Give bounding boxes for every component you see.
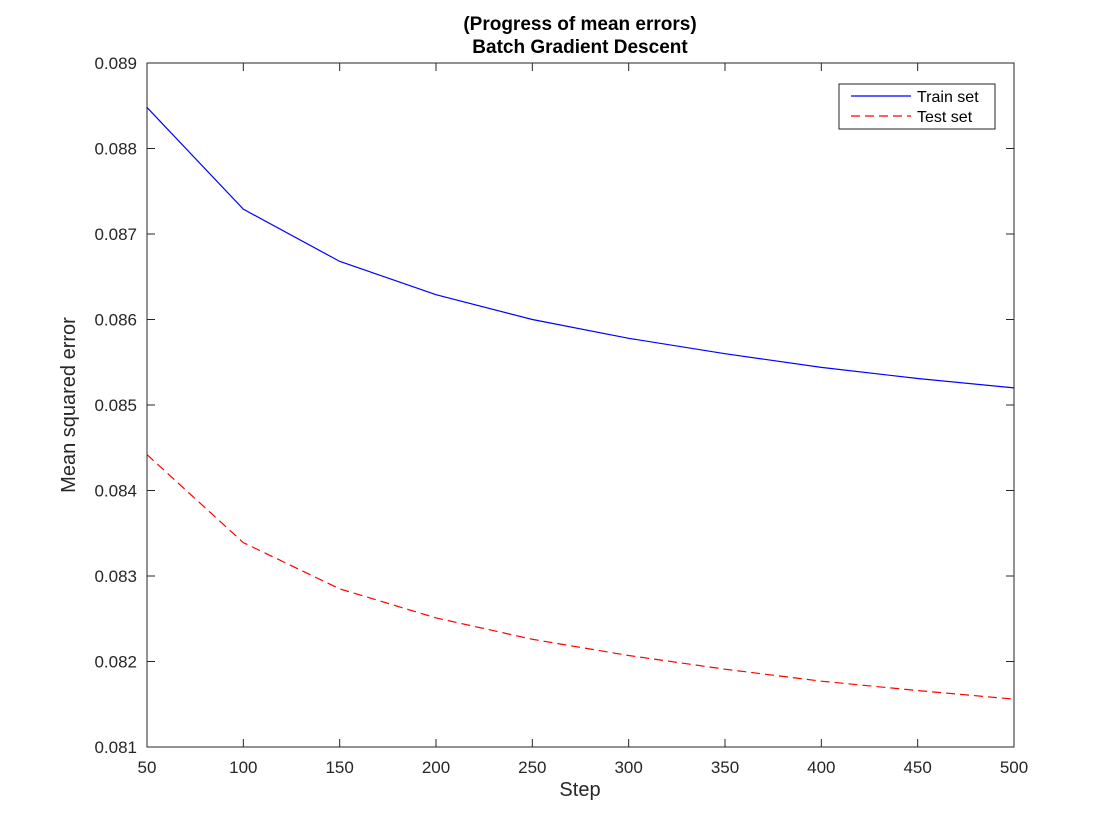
x-tick-label: 400 <box>807 758 835 777</box>
y-tick-label: 0.088 <box>94 140 137 159</box>
plot-area <box>147 63 1014 747</box>
y-tick-label: 0.081 <box>94 738 137 757</box>
x-axis-label: Step <box>559 779 600 801</box>
x-tick-label: 100 <box>229 758 257 777</box>
y-tick-label: 0.082 <box>94 653 137 672</box>
y-tick-label: 0.085 <box>94 396 137 415</box>
legend: Train set Test set <box>839 84 995 129</box>
y-tick-label: 0.086 <box>94 311 137 330</box>
chart-title-line-2: Batch Gradient Descent <box>472 37 688 58</box>
x-tick-label: 450 <box>903 758 931 777</box>
legend-entry-label: Test set <box>917 109 973 126</box>
x-tick-label: 300 <box>614 758 642 777</box>
chart-title-line-1: (Progress of mean errors) <box>463 14 696 35</box>
y-tick-label: 0.089 <box>94 54 137 73</box>
x-tick-label: 250 <box>518 758 546 777</box>
chart-title: (Progress of mean errors) Batch Gradient… <box>463 14 696 58</box>
x-tick-label: 50 <box>138 758 157 777</box>
x-tick-label: 200 <box>422 758 450 777</box>
x-tick-label: 500 <box>1000 758 1028 777</box>
y-tick-label: 0.084 <box>94 482 137 501</box>
x-tick-label: 350 <box>711 758 739 777</box>
y-tick-label: 0.083 <box>94 567 137 586</box>
x-tick-label: 150 <box>325 758 353 777</box>
legend-entry-label: Train set <box>917 89 979 106</box>
y-tick-label: 0.087 <box>94 225 137 244</box>
y-axis-label: Mean squared error <box>58 317 80 493</box>
